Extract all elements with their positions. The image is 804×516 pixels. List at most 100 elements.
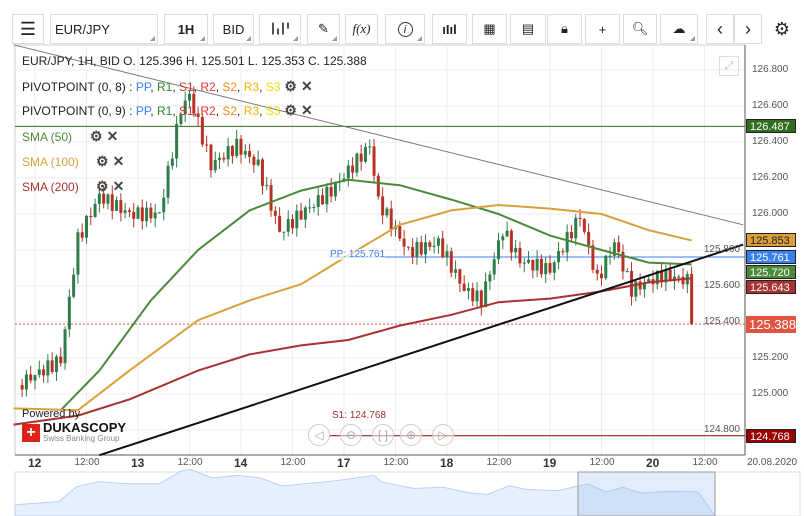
close-icon[interactable]: ✕ bbox=[300, 78, 313, 94]
candle bbox=[368, 146, 372, 148]
gear-icon[interactable]: ⚙ bbox=[90, 128, 103, 144]
upload-button[interactable]: ☁ bbox=[660, 14, 698, 44]
side-select[interactable]: BID bbox=[213, 14, 254, 44]
candle bbox=[115, 200, 119, 211]
expand-button[interactable]: ⤢ bbox=[719, 56, 739, 76]
candle bbox=[544, 263, 548, 275]
volume-button[interactable]: ıIıl bbox=[432, 14, 467, 44]
sma-legend: SMA (200) ⚙ ✕ bbox=[22, 178, 125, 194]
lock-button[interactable]: 🔒︎ bbox=[547, 14, 582, 44]
candle bbox=[471, 288, 475, 302]
menu-icon: ☰ bbox=[19, 18, 37, 39]
candle bbox=[372, 146, 376, 176]
candle bbox=[359, 153, 363, 162]
candle bbox=[561, 251, 565, 253]
gear-icon[interactable]: ⚙ bbox=[284, 102, 297, 118]
candle bbox=[672, 276, 676, 282]
price-tick: 125.200 bbox=[752, 352, 789, 363]
candle bbox=[509, 230, 513, 253]
candle bbox=[591, 245, 595, 270]
draw-button[interactable]: ✎ bbox=[307, 14, 340, 44]
candle bbox=[243, 151, 247, 155]
chart-type-button[interactable]: ┃╻┃╹ bbox=[259, 14, 301, 44]
close-icon[interactable]: ✕ bbox=[106, 128, 119, 144]
candle bbox=[299, 210, 303, 220]
pivot-part: S2 bbox=[222, 80, 238, 94]
ohlc-readout: EUR/JPY, 1H, BID O. 125.396 H. 125.501 L… bbox=[22, 54, 367, 68]
time-tick: 12:00 bbox=[74, 457, 100, 468]
candle bbox=[445, 251, 449, 258]
arrow-left-icon: ‹ bbox=[717, 18, 723, 39]
indicators-button[interactable]: f(x) bbox=[345, 14, 378, 44]
gear-icon[interactable]: ⚙ bbox=[284, 78, 297, 94]
time-tick: 17 bbox=[337, 456, 351, 470]
calendar-icon: ▦ bbox=[483, 21, 496, 36]
calendar-button[interactable]: ▦ bbox=[472, 14, 507, 44]
candle bbox=[303, 207, 307, 220]
symbol-select[interactable]: EUR/JPY bbox=[50, 14, 158, 44]
candle bbox=[569, 231, 573, 239]
settings-button[interactable]: ⚙ bbox=[768, 14, 796, 44]
candle bbox=[278, 215, 282, 232]
close-icon[interactable]: ✕ bbox=[300, 102, 313, 118]
arrow-right-icon: › bbox=[745, 18, 751, 39]
candle bbox=[110, 194, 114, 211]
candle bbox=[93, 203, 97, 217]
candle bbox=[321, 195, 325, 205]
time-tick: 12:00 bbox=[692, 457, 718, 468]
menu-button[interactable]: ☰ bbox=[12, 14, 44, 44]
crosshair-button[interactable]: + bbox=[585, 14, 620, 44]
zoom-out-button[interactable]: ⊖ bbox=[340, 424, 362, 446]
close-icon[interactable]: ✕ bbox=[112, 153, 125, 169]
candle bbox=[535, 258, 539, 271]
candle bbox=[140, 207, 144, 222]
scroll-left-button[interactable]: ‹ bbox=[706, 14, 734, 44]
pivot-name: PIVOTPOINT (0, 9) bbox=[22, 104, 126, 118]
candle bbox=[325, 186, 329, 205]
candle bbox=[329, 186, 333, 197]
nav-forward-button[interactable]: ▷ bbox=[432, 424, 454, 446]
reset-button[interactable]: [ ] bbox=[372, 424, 394, 446]
candle bbox=[85, 215, 88, 238]
candle bbox=[647, 279, 651, 283]
close-icon[interactable]: ✕ bbox=[112, 178, 125, 194]
candle bbox=[428, 242, 432, 247]
candle bbox=[149, 207, 153, 219]
news-button[interactable]: ▤ bbox=[510, 14, 546, 44]
scroll-right-button[interactable]: › bbox=[734, 14, 762, 44]
candle bbox=[548, 263, 552, 273]
candle bbox=[291, 219, 294, 229]
gear-icon[interactable]: ⚙ bbox=[96, 178, 109, 194]
candle bbox=[552, 262, 556, 273]
candle bbox=[200, 116, 204, 145]
timeframe-select[interactable]: 1H bbox=[164, 14, 208, 44]
price-tick: 126.000 bbox=[752, 208, 789, 219]
nav-back-button[interactable]: ◁ bbox=[308, 424, 330, 446]
zoom-chart-button[interactable]: 🔍︎ bbox=[623, 14, 657, 44]
gear-icon[interactable]: ⚙ bbox=[96, 153, 109, 169]
candle bbox=[492, 259, 496, 275]
candle bbox=[638, 281, 642, 290]
zoom-in-button[interactable]: ⊕ bbox=[400, 424, 422, 446]
candle bbox=[132, 211, 136, 219]
candle bbox=[462, 283, 466, 291]
candle bbox=[398, 226, 402, 239]
candle bbox=[119, 200, 123, 213]
time-tick: 14 bbox=[234, 456, 248, 470]
candle bbox=[20, 385, 24, 390]
candle bbox=[406, 246, 410, 248]
candle bbox=[600, 273, 603, 279]
candle bbox=[522, 262, 526, 264]
candle bbox=[282, 231, 286, 233]
candle bbox=[226, 146, 230, 160]
price-label: 125.388 bbox=[746, 315, 796, 333]
price-tick: 125.000 bbox=[752, 388, 789, 399]
pivot-part: R1 bbox=[156, 80, 173, 94]
candle bbox=[218, 157, 222, 160]
candle bbox=[539, 258, 543, 275]
trend-line-black bbox=[99, 243, 744, 457]
upload-cloud-icon: ☁ bbox=[672, 21, 686, 36]
info-button[interactable]: i bbox=[385, 14, 425, 44]
candle bbox=[260, 159, 264, 186]
